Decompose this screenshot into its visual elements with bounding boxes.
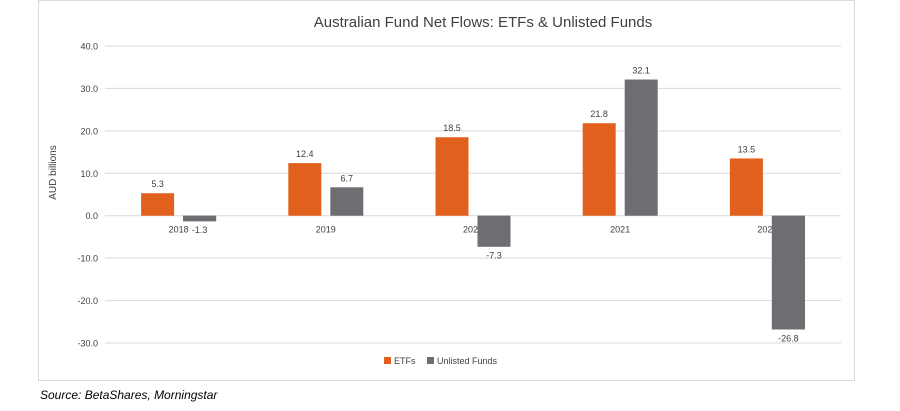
y-tick-label: 40.0 [80, 42, 98, 52]
data-label: 5.3 [151, 179, 164, 189]
data-label: -26.8 [778, 333, 799, 343]
bar-unlisted-funds [624, 79, 658, 216]
y-tick-label: 0.0 [85, 211, 98, 221]
data-label: 13.5 [738, 144, 756, 154]
y-tick-label: 20.0 [80, 126, 98, 136]
x-tick-label: 2019 [316, 225, 336, 235]
y-tick-label: 10.0 [80, 169, 98, 179]
data-label: -7.3 [486, 251, 502, 261]
legend-swatch [427, 357, 434, 364]
data-label: 32.1 [632, 66, 650, 76]
x-tick-label: 2018 [169, 225, 189, 235]
bar-etfs [288, 163, 322, 216]
x-tick-label: 2021 [610, 225, 630, 235]
bar-unlisted-funds-overlay [183, 215, 217, 222]
y-tick-label: 30.0 [80, 84, 98, 94]
bar-etfs [729, 158, 763, 216]
chart-area: Australian Fund Net Flows: ETFs & Unlist… [38, 0, 855, 381]
data-label: 6.7 [341, 173, 354, 183]
legend-swatch [384, 357, 391, 364]
y-tick-label: -20.0 [77, 296, 98, 306]
bar-unlisted-funds-overlay [477, 215, 511, 247]
chart-svg: Australian Fund Net Flows: ETFs & Unlist… [48, 14, 841, 366]
data-label: 12.4 [296, 149, 314, 159]
bar-unlisted-funds-overlay [771, 215, 805, 330]
data-label: 18.5 [443, 123, 461, 133]
bar-etfs [435, 137, 469, 216]
bar-etfs [582, 123, 616, 216]
source-note: Source: BetaShares, Morningstar [40, 388, 218, 402]
y-axis-label: AUD billions [48, 145, 59, 199]
y-tick-label: -10.0 [77, 254, 98, 264]
legend-label: Unlisted Funds [437, 356, 498, 366]
x-tick-label: 2022 [757, 225, 777, 235]
y-tick-label: -30.0 [77, 339, 98, 349]
legend-label: ETFs [394, 356, 416, 366]
bar-unlisted-funds [330, 187, 364, 216]
data-label: 21.8 [590, 109, 608, 119]
bar-etfs [141, 193, 175, 216]
x-tick-label: 2020 [463, 225, 483, 235]
data-label: -1.3 [192, 225, 208, 235]
chart-title: Australian Fund Net Flows: ETFs & Unlist… [314, 14, 652, 31]
